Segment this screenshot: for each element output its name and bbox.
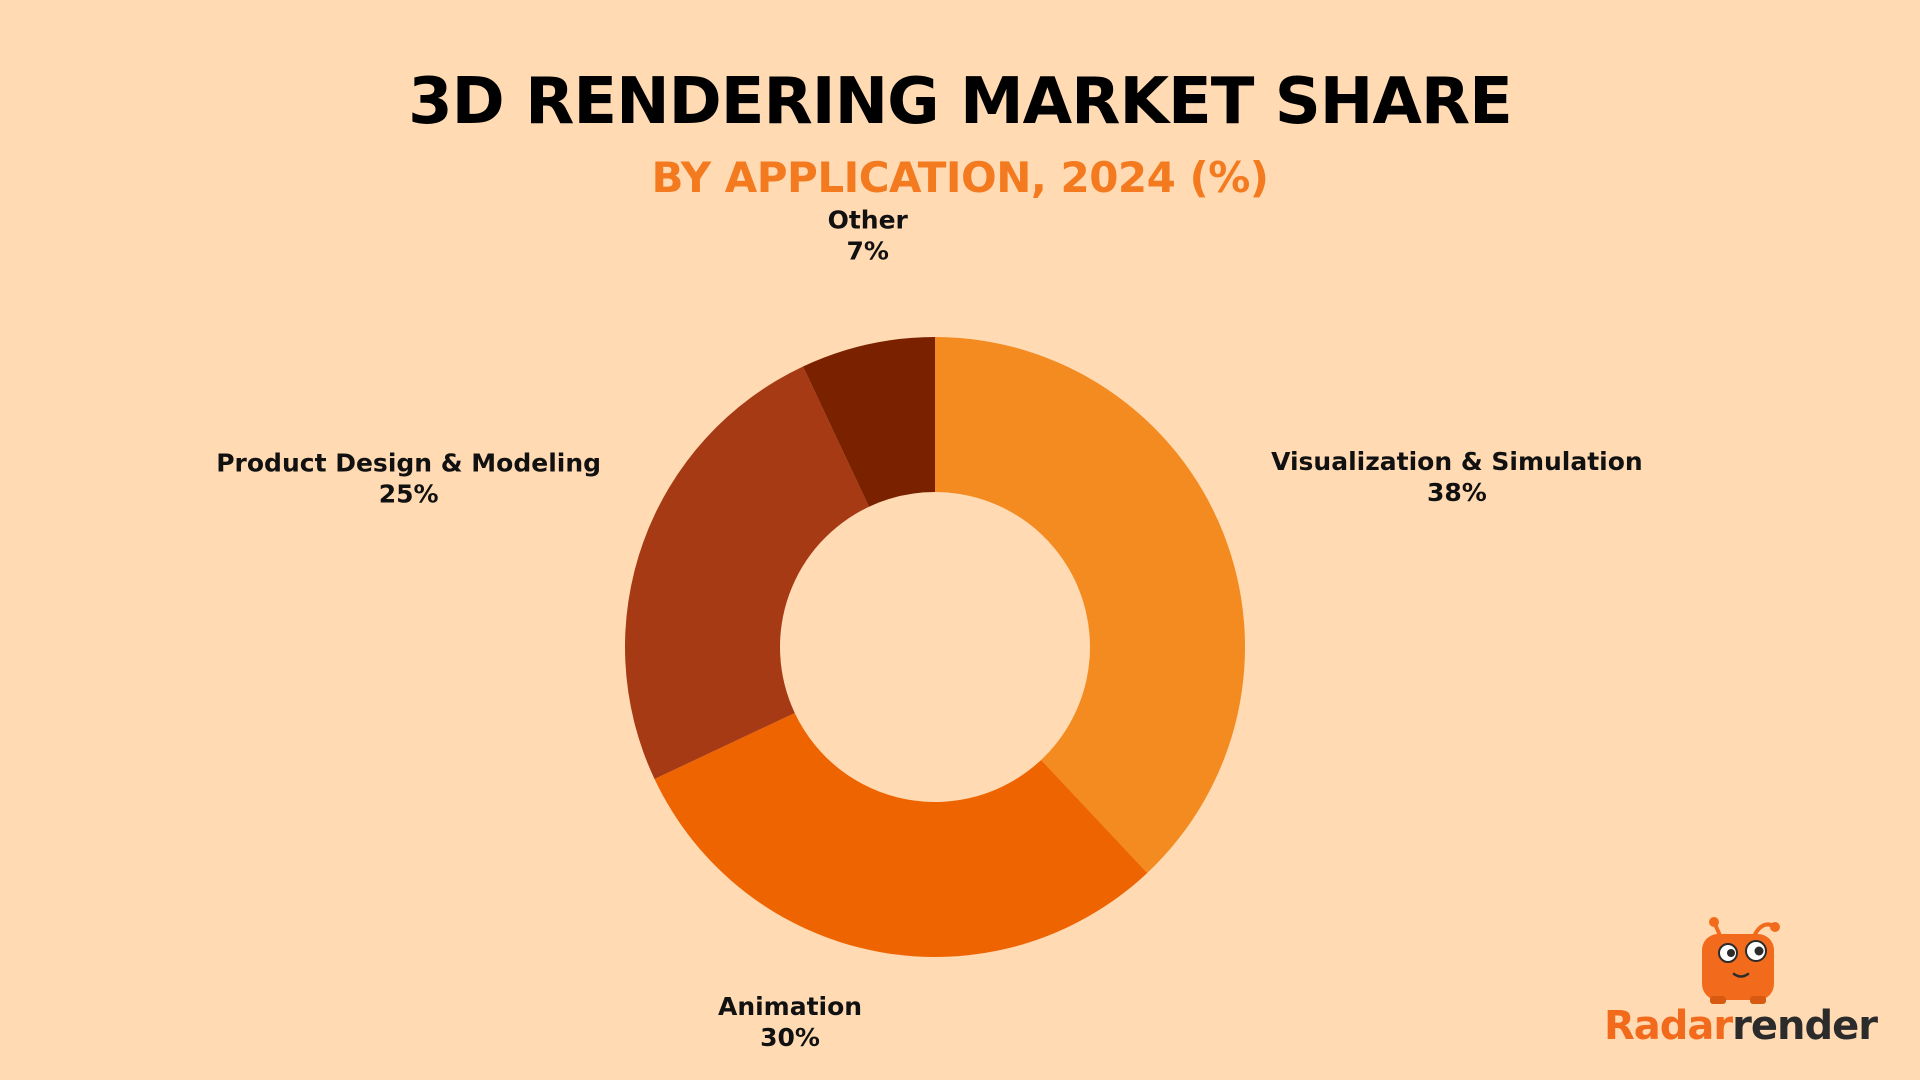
slice-label-name: Visualization & Simulation — [1271, 447, 1643, 476]
robot-mascot-icon — [1702, 917, 1780, 1004]
brand-name-part1: Radar — [1604, 1003, 1733, 1049]
slice-label-name: Animation — [718, 992, 862, 1021]
slice-label-value: 7% — [847, 237, 889, 266]
brand-name-part2: render — [1732, 1003, 1878, 1049]
slice-label-value: 30% — [760, 1023, 820, 1052]
donut-slice-visualization-simulation — [935, 337, 1245, 873]
donut-slice-animation — [654, 712, 1148, 957]
chart-title: 3D RENDERING MARKET SHARE — [408, 65, 1513, 139]
slice-label-value: 38% — [1427, 478, 1487, 507]
brand-logo: Radarrender — [1604, 912, 1878, 1052]
brand-wordmark: Radarrender — [1604, 1002, 1878, 1050]
chart-subtitle: BY APPLICATION, 2024 (%) — [651, 153, 1269, 202]
slice-label-name: Other — [828, 206, 909, 235]
slice-label-value: 25% — [379, 480, 439, 509]
donut-slice-other — [803, 337, 935, 507]
donut-slice-product-design-modeling — [624, 366, 870, 779]
slice-label-name: Product Design & Modeling — [216, 449, 601, 478]
donut-slices — [624, 337, 1245, 957]
